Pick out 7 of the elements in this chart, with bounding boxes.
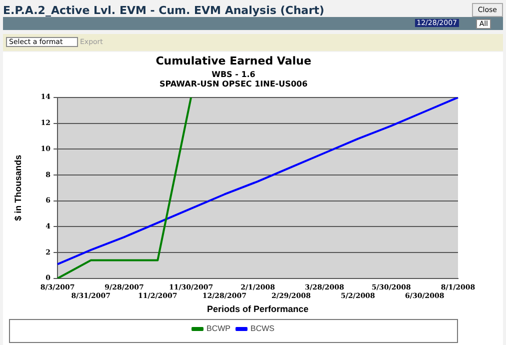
chart-title: Cumulative Earned Value [156, 54, 312, 68]
legend-label: BCWS [250, 324, 274, 334]
x-axis-title: Periods of Performance [207, 304, 309, 314]
chart-subtitle: WBS - 1.6 SPAWAR-USN OPSEC 1INE-US006 [159, 70, 308, 89]
text: E.P.A.2_Active Lvl. EVM - Cum. EVM Analysis (Chart) [3, 4, 324, 17]
legend-label: BCWP [206, 324, 230, 334]
y-axis-title: $ in Thousands [12, 154, 23, 221]
